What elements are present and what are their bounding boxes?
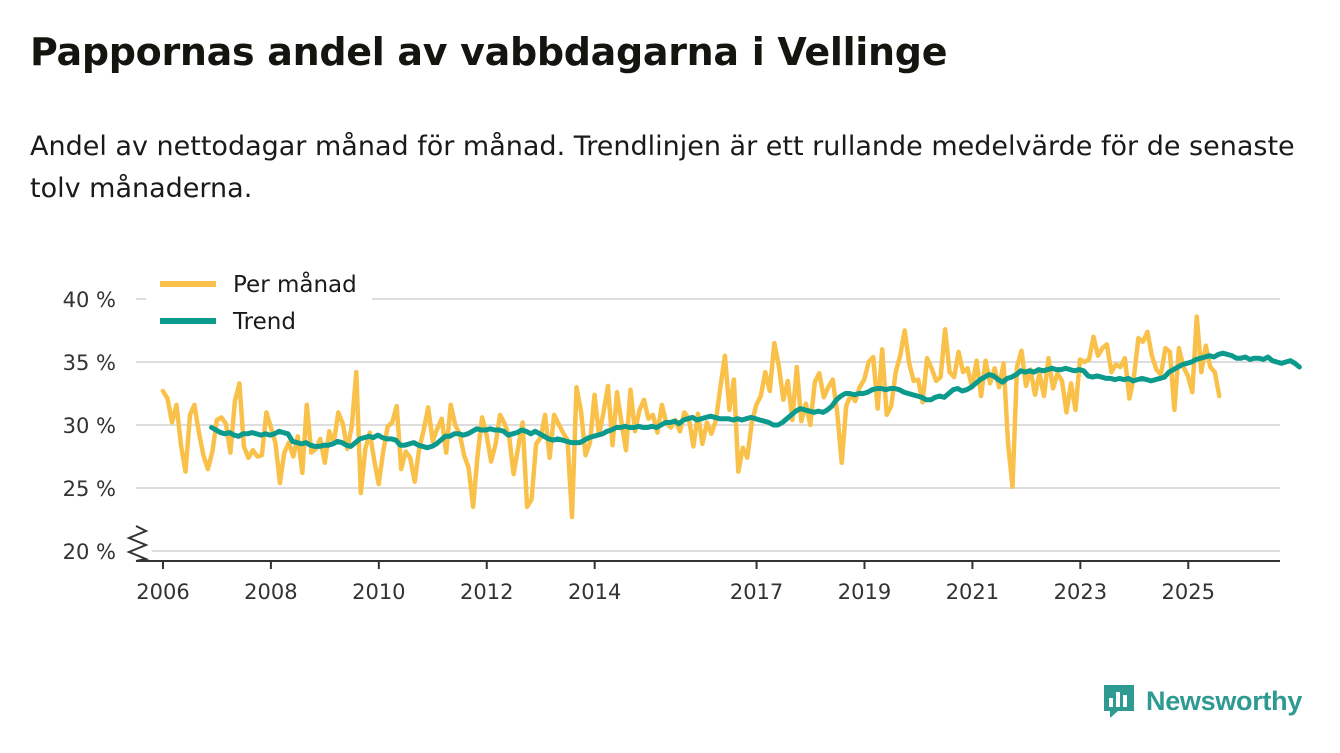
x-tick-label: 2021 bbox=[946, 580, 999, 604]
x-tick-label: 2014 bbox=[568, 580, 621, 604]
x-tick-label: 2017 bbox=[730, 580, 783, 604]
y-tick-label: 35 % bbox=[63, 351, 116, 375]
series-lines bbox=[160, 314, 1302, 520]
y-tick-label: 40 % bbox=[63, 288, 116, 312]
brand-logo[interactable]: Newsworthy bbox=[1102, 683, 1302, 719]
legend[interactable]: Per månad Trend bbox=[146, 266, 372, 338]
y-axis-break-icon bbox=[126, 525, 150, 562]
chart-subtitle: Andel av nettodagar månad för månad. Tre… bbox=[30, 131, 1295, 204]
x-tick-label: 2019 bbox=[838, 580, 891, 604]
y-tick-label: 20 % bbox=[63, 540, 116, 564]
x-tick-label: 2023 bbox=[1054, 580, 1107, 604]
y-tick-label: 25 % bbox=[63, 477, 116, 501]
y-axis: 20 % 25 % 30 % 35 % 40 % bbox=[63, 288, 150, 564]
legend-label-trend[interactable]: Trend bbox=[232, 309, 296, 335]
x-axis: 2006 2008 2010 2012 2014 2017 2019 2021 2023 2025 bbox=[136, 560, 1280, 604]
x-tick-label: 2008 bbox=[244, 580, 297, 604]
legend-background bbox=[146, 266, 372, 338]
newsworthy-logo-icon bbox=[1104, 685, 1134, 718]
legend-label-per-month[interactable]: Per månad bbox=[233, 270, 357, 298]
series-line-trend bbox=[209, 350, 1302, 451]
x-tick-label: 2012 bbox=[460, 580, 513, 604]
y-tick-label: 30 % bbox=[63, 414, 116, 438]
x-tick-label: 2010 bbox=[352, 580, 405, 604]
x-tick-label: 2025 bbox=[1162, 580, 1215, 604]
x-tick-label: 2006 bbox=[136, 580, 189, 604]
series-line-per-month bbox=[160, 314, 1222, 520]
brand-name: Newsworthy bbox=[1146, 685, 1303, 716]
chart-title: Pappornas andel av vabbdagarna i Velling… bbox=[30, 30, 948, 74]
